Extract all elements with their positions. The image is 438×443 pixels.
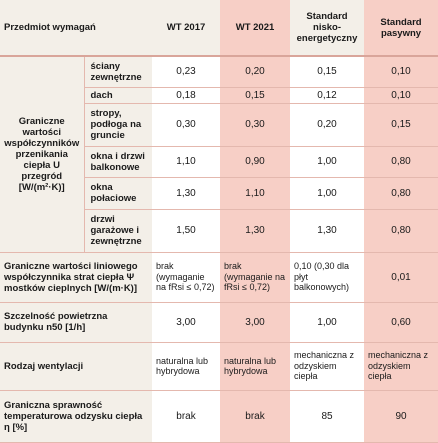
cell-wt2017: 0,23 bbox=[152, 56, 221, 88]
ventilation-label: Rodzaj wentylacji bbox=[0, 342, 153, 391]
table-row: okna i drzwi balkonowe 1,10 0,90 1,00 0,… bbox=[0, 146, 438, 178]
cell-low-energy: 1,30 bbox=[290, 209, 365, 253]
cell-low-energy: 0,20 bbox=[290, 103, 365, 147]
u-group-label: Graniczne wartości współczynników przeni… bbox=[0, 56, 85, 253]
cell-wt2021: 0,15 bbox=[220, 87, 291, 104]
cell-wt2017: brak bbox=[152, 390, 221, 443]
cell-wt2017: brak (wymaganie na fRsi ≤ 0,72) bbox=[152, 252, 221, 303]
header-passive: Standard pasywny bbox=[364, 0, 438, 57]
cell-passive: 0,10 bbox=[364, 56, 438, 88]
table-row: dach 0,18 0,15 0,12 0,10 bbox=[0, 87, 438, 104]
cell-wt2017: 3,00 bbox=[152, 302, 221, 343]
cell-wt2021: brak (wymaganie na fRsi ≤ 0,72) bbox=[220, 252, 291, 303]
cell-wt2017: 1,10 bbox=[152, 146, 221, 178]
cell-wt2021: 1,10 bbox=[220, 177, 291, 210]
row-label: dach bbox=[84, 87, 153, 104]
row-label: drzwi garażowe i zewnętrzne bbox=[84, 209, 153, 253]
ventilation-row: Rodzaj wentylacji naturalna lub hybrydow… bbox=[0, 342, 438, 391]
psi-label: Graniczne wartości liniowego współczynni… bbox=[0, 252, 153, 303]
cell-wt2021: 0,20 bbox=[220, 56, 291, 88]
cell-passive: 90 bbox=[364, 390, 438, 443]
table-row: okna połaciowe 1,30 1,10 1,00 0,80 bbox=[0, 177, 438, 210]
cell-low-energy: 0,12 bbox=[290, 87, 365, 104]
airtightness-label: Szczelność powietrzna budynku n50 [1/h] bbox=[0, 302, 153, 343]
cell-wt2021: 3,00 bbox=[220, 302, 291, 343]
efficiency-label: Graniczna sprawność temperaturowa odzysk… bbox=[0, 390, 153, 443]
row-label: ściany zewnętrzne bbox=[84, 56, 153, 88]
cell-wt2017: 1,30 bbox=[152, 177, 221, 210]
cell-passive: 0,10 bbox=[364, 87, 438, 104]
cell-wt2021: 0,30 bbox=[220, 103, 291, 147]
header-row: Przedmiot wymagań WT 2017 WT 2021 Standa… bbox=[0, 0, 438, 57]
cell-wt2021: 1,30 bbox=[220, 209, 291, 253]
cell-passive: 0,80 bbox=[364, 146, 438, 178]
cell-low-energy: 1,00 bbox=[290, 177, 365, 210]
efficiency-row: Graniczna sprawność temperaturowa odzysk… bbox=[0, 390, 438, 443]
cell-low-energy: mechaniczna z odzyskiem ciepła bbox=[290, 342, 365, 391]
row-label: okna połaciowe bbox=[84, 177, 153, 210]
table-row: Graniczne wartości współczynników przeni… bbox=[0, 56, 438, 253]
table-row: stropy, podłoga na gruncie 0,30 0,30 0,2… bbox=[0, 103, 438, 147]
row-label: stropy, podłoga na gruncie bbox=[84, 103, 153, 147]
cell-wt2017: 0,18 bbox=[152, 87, 221, 104]
cell-passive: 0,80 bbox=[364, 209, 438, 253]
header-low-energy: Standard nisko-energetyczny bbox=[290, 0, 365, 57]
cell-wt2021: 0,90 bbox=[220, 146, 291, 178]
cell-passive: 0,01 bbox=[364, 252, 438, 303]
header-wt2021: WT 2021 bbox=[220, 0, 291, 57]
cell-low-energy: 1,00 bbox=[290, 146, 365, 178]
cell-low-energy: 0,15 bbox=[290, 56, 365, 88]
cell-low-energy: 85 bbox=[290, 390, 365, 443]
cell-low-energy: 0,10 (0,30 dla płyt balkonowych) bbox=[290, 252, 365, 303]
cell-wt2017: naturalna lub hybrydowa bbox=[152, 342, 221, 391]
cell-low-energy: 1,00 bbox=[290, 302, 365, 343]
cell-passive: 0,60 bbox=[364, 302, 438, 343]
header-wt2017: WT 2017 bbox=[152, 0, 221, 57]
table-row: drzwi garażowe i zewnętrzne 1,50 1,30 1,… bbox=[0, 209, 438, 253]
cell-wt2017: 1,50 bbox=[152, 209, 221, 253]
cell-passive: 0,80 bbox=[364, 177, 438, 210]
cell-wt2021: naturalna lub hybrydowa bbox=[220, 342, 291, 391]
cell-passive: 0,15 bbox=[364, 103, 438, 147]
row-label: okna i drzwi balkonowe bbox=[84, 146, 153, 178]
cell-wt2021: brak bbox=[220, 390, 291, 443]
header-subject: Przedmiot wymagań bbox=[0, 0, 153, 57]
airtightness-row: Szczelność powietrzna budynku n50 [1/h] … bbox=[0, 302, 438, 343]
cell-wt2017: 0,30 bbox=[152, 103, 221, 147]
psi-row: Graniczne wartości liniowego współczynni… bbox=[0, 252, 438, 303]
cell-passive: mechaniczna z odzyskiem ciepła bbox=[364, 342, 438, 391]
